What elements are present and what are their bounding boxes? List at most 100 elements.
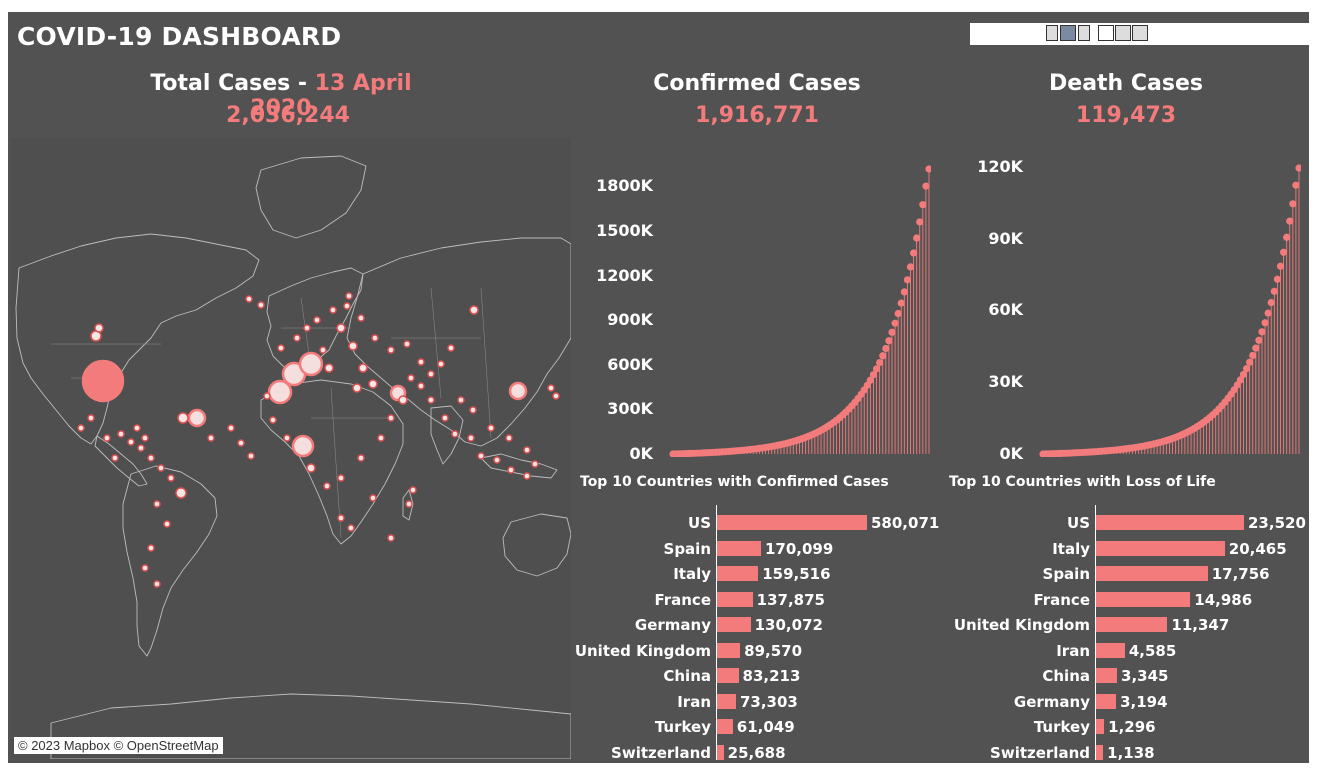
case-bubble[interactable]	[81, 359, 125, 403]
data-point[interactable]	[1239, 370, 1248, 379]
bar-row[interactable]: Italy 20,465	[949, 537, 1309, 562]
case-bubble[interactable]	[348, 341, 358, 351]
case-bubble[interactable]	[441, 414, 449, 422]
case-bubble[interactable]	[319, 346, 327, 354]
case-bubble[interactable]	[467, 434, 475, 442]
case-bubble[interactable]	[507, 466, 515, 474]
next-icon[interactable]	[1078, 25, 1090, 41]
data-point[interactable]	[900, 288, 908, 296]
data-point[interactable]	[1261, 319, 1269, 327]
case-bubble[interactable]	[283, 434, 291, 442]
data-point[interactable]	[1236, 376, 1244, 384]
case-bubble[interactable]	[147, 454, 155, 462]
bar-row[interactable]: US 580,071	[580, 511, 940, 536]
case-bubble[interactable]	[293, 334, 301, 342]
bar[interactable]	[717, 591, 753, 607]
bar[interactable]	[717, 617, 751, 632]
case-bubble[interactable]	[117, 430, 125, 438]
data-point[interactable]	[891, 319, 899, 327]
bar[interactable]	[717, 566, 759, 581]
case-bubble[interactable]	[167, 474, 175, 482]
bar-row[interactable]: United Kingdom 89,570	[575, 639, 940, 664]
case-bubble[interactable]	[263, 392, 271, 400]
case-bubble[interactable]	[405, 500, 413, 508]
data-point[interactable]	[916, 218, 924, 226]
data-point[interactable]	[1246, 358, 1254, 366]
world-map[interactable]: © 2023 Mapbox © OpenStreetMap	[11, 138, 571, 759]
case-bubble[interactable]	[552, 392, 560, 400]
data-point[interactable]	[876, 358, 884, 367]
case-bubble[interactable]	[237, 439, 245, 447]
case-bubble[interactable]	[493, 456, 501, 464]
case-bubble[interactable]	[369, 494, 377, 502]
data-point[interactable]	[894, 309, 902, 318]
data-point[interactable]	[1270, 287, 1278, 295]
case-bubble[interactable]	[247, 452, 255, 460]
data-point[interactable]	[869, 371, 878, 379]
data-point[interactable]	[1292, 181, 1300, 189]
case-bubble[interactable]	[447, 344, 455, 352]
case-bubble[interactable]	[409, 486, 417, 494]
map-attribution[interactable]: © 2023 Mapbox © OpenStreetMap	[14, 737, 223, 754]
bar-row[interactable]: Germany 3,194	[949, 690, 1309, 715]
bar-row[interactable]: Spain 17,756	[949, 562, 1309, 587]
case-bubble[interactable]	[313, 316, 321, 324]
data-point[interactable]	[885, 337, 893, 345]
confirmed-plot-area[interactable]	[581, 145, 931, 457]
case-bubble[interactable]	[387, 414, 395, 422]
prev-icon[interactable]	[1046, 25, 1058, 41]
case-bubble[interactable]	[137, 444, 145, 452]
data-point[interactable]	[919, 201, 927, 209]
bar[interactable]	[1096, 617, 1168, 632]
data-point[interactable]	[913, 234, 921, 242]
case-bubble[interactable]	[505, 434, 513, 442]
case-bubble[interactable]	[368, 379, 378, 389]
bar[interactable]	[1096, 591, 1191, 607]
case-bubble[interactable]	[427, 396, 435, 404]
bar[interactable]	[717, 744, 724, 760]
case-bubble[interactable]	[357, 454, 365, 462]
data-point[interactable]	[882, 344, 890, 353]
case-bubble[interactable]	[531, 460, 539, 468]
case-bubble[interactable]	[147, 544, 155, 552]
case-bubble[interactable]	[94, 323, 104, 333]
case-bubble[interactable]	[227, 424, 235, 432]
data-point[interactable]	[922, 182, 930, 190]
bar-row[interactable]: United Kingdom 11,347	[949, 613, 1309, 638]
bar-row[interactable]: Iran 73,303	[580, 690, 940, 715]
data-point[interactable]	[879, 352, 887, 360]
case-bubble[interactable]	[387, 346, 395, 354]
case-bubble[interactable]	[177, 412, 189, 424]
case-bubble[interactable]	[403, 340, 411, 348]
case-bubble[interactable]	[306, 463, 316, 473]
bar-row[interactable]: Turkey 1,296	[949, 715, 1309, 740]
case-bubble[interactable]	[269, 416, 277, 424]
bar[interactable]	[1096, 642, 1125, 658]
bar[interactable]	[1096, 540, 1225, 556]
bar[interactable]	[1096, 719, 1105, 734]
case-bubble[interactable]	[111, 454, 119, 462]
case-bubble[interactable]	[153, 500, 161, 508]
bar[interactable]	[717, 642, 741, 658]
bar-row[interactable]: Germany 130,072	[580, 613, 940, 638]
data-point[interactable]	[1295, 164, 1301, 172]
case-bubble[interactable]	[87, 414, 95, 422]
case-bubble[interactable]	[298, 351, 324, 377]
case-bubble[interactable]	[547, 384, 555, 392]
data-point[interactable]	[1289, 200, 1297, 208]
case-bubble[interactable]	[163, 520, 171, 528]
case-bubble[interactable]	[377, 434, 385, 442]
data-point[interactable]	[1276, 262, 1285, 270]
case-bubble[interactable]	[175, 487, 187, 499]
bar[interactable]	[1096, 515, 1244, 530]
case-bubble[interactable]	[187, 408, 207, 428]
case-bubble[interactable]	[103, 434, 111, 442]
bar[interactable]	[1096, 668, 1118, 683]
data-point[interactable]	[1286, 217, 1294, 225]
data-point[interactable]	[906, 263, 915, 271]
case-bubble[interactable]	[324, 363, 334, 373]
data-point[interactable]	[1255, 336, 1263, 344]
case-bubble[interactable]	[337, 474, 345, 482]
case-bubble[interactable]	[358, 363, 368, 373]
case-bubble[interactable]	[323, 482, 331, 490]
